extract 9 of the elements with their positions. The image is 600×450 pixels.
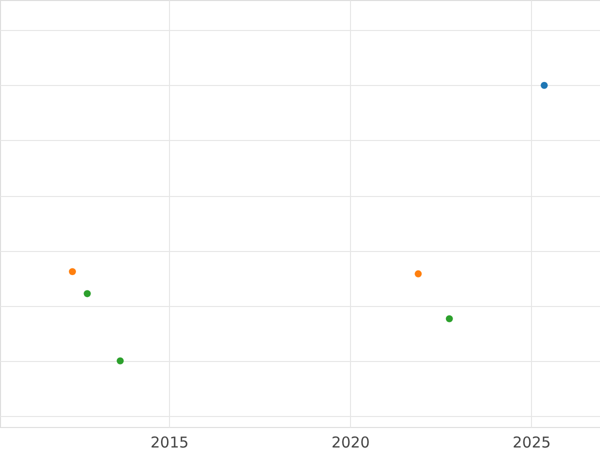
x-tick-label: 2020 [332, 434, 370, 450]
point [84, 290, 91, 298]
x-tick-label: 2025 [512, 434, 551, 450]
point [414, 270, 422, 278]
point [68, 268, 76, 276]
x-tick-label: 2015 [150, 434, 189, 450]
point [116, 357, 124, 364]
point [540, 82, 548, 89]
point [446, 315, 453, 322]
